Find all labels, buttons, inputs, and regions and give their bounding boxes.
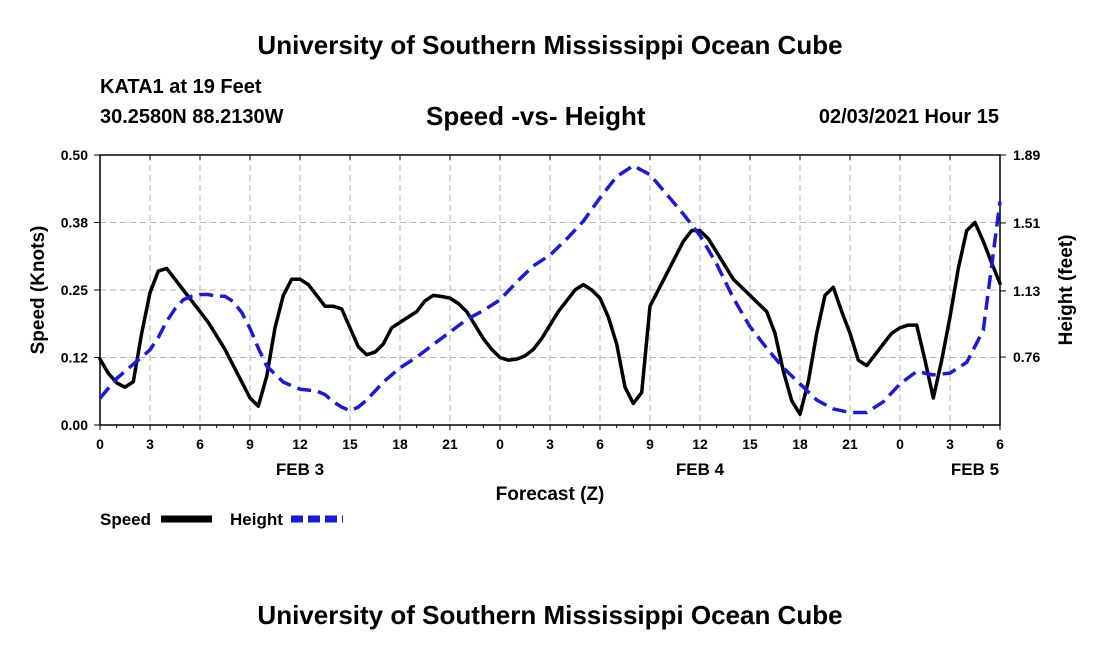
x-tick-label: 0 (96, 436, 104, 452)
y2-tick-label: 1.89 (1013, 147, 1040, 163)
plot-frame (99, 154, 1001, 426)
x-tick-label: 9 (646, 436, 654, 452)
y2-tick-label: 1.13 (1013, 283, 1040, 299)
chart-title: Speed -vs- Height (426, 101, 646, 131)
station-name: KATA1 at 19 Feet (100, 76, 262, 98)
series (98, 163, 1002, 416)
x-tick-label: 15 (342, 436, 358, 452)
x-tick-label: 18 (792, 436, 808, 452)
x-tick-label: 21 (442, 436, 458, 452)
x-tick-label: 6 (596, 436, 604, 452)
axes: 0 3 6 9 12 15 18 21 0 3 6 9 12 15 18 21 0 3 6 0.00 0.12 0.25 0… (28, 147, 1077, 505)
x-tick-label: 3 (146, 436, 154, 452)
grid (100, 155, 1000, 425)
date-label: FEB 3 (276, 460, 324, 479)
date-label: FEB 4 (676, 460, 725, 479)
y-tick-label: 0.38 (61, 215, 88, 231)
x-tick-label: 0 (896, 436, 904, 452)
x-axis-title: Forecast (Z) (496, 484, 605, 505)
date-label: FEB 5 (951, 460, 999, 479)
x-tick-label: 18 (392, 436, 408, 452)
legend-label-height: Height (230, 510, 283, 529)
y2-tick-label: 1.51 (1013, 215, 1040, 231)
x-tick-label: 15 (742, 436, 758, 452)
x-tick-label: 6 (196, 436, 204, 452)
x-tick-label: 3 (946, 436, 954, 452)
x-tick-label: 0 (496, 436, 504, 452)
y-tick-label: 0.25 (61, 282, 88, 298)
y-tick-label: 0.50 (61, 147, 88, 163)
footer-title: University of Southern Mississippi Ocean… (257, 600, 843, 630)
forecast-datetime: 02/03/2021 Hour 15 (818, 106, 999, 128)
y-tick-label: 0.00 (61, 417, 88, 433)
x-tick-label: 12 (292, 436, 308, 452)
x-tick-label: 3 (546, 436, 554, 452)
legend: Speed Height (100, 510, 343, 529)
series-line-speed (98, 220, 1002, 416)
station-coordinates: 30.2580N 88.2130W (100, 106, 284, 128)
legend-label-speed: Speed (100, 510, 151, 529)
page-title: University of Southern Mississippi Ocean… (257, 30, 843, 60)
y2-tick-label: 0.76 (1013, 349, 1040, 365)
y-axis-title: Speed (Knots) (28, 226, 49, 355)
series-line-height (98, 163, 1002, 415)
y2-axis-title: Height (feet) (1056, 235, 1077, 346)
x-tick-label: 12 (692, 436, 708, 452)
x-tick-label: 6 (996, 436, 1004, 452)
x-tick-label: 21 (842, 436, 858, 452)
x-tick-label: 9 (246, 436, 254, 452)
y-tick-label: 0.12 (61, 350, 88, 366)
